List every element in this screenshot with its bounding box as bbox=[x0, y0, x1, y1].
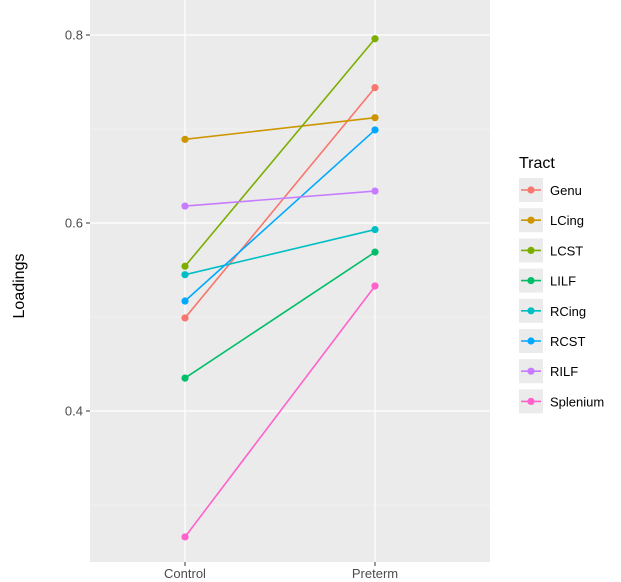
series-genu bbox=[181, 84, 379, 322]
legend-key-point bbox=[527, 186, 535, 194]
data-point bbox=[371, 225, 379, 234]
legend-item-rilf: RILF bbox=[519, 359, 578, 384]
data-point bbox=[371, 35, 379, 43]
legend-item-rcing: RCing bbox=[519, 298, 586, 323]
legend-label: Splenium bbox=[550, 394, 604, 409]
data-point bbox=[371, 248, 379, 256]
data-point bbox=[181, 297, 189, 305]
legend-item-genu: Genu bbox=[519, 178, 582, 202]
x-tick-label: Preterm bbox=[352, 566, 398, 581]
data-point bbox=[181, 202, 189, 210]
data-point bbox=[181, 271, 189, 279]
y-axis-title: Loadings bbox=[11, 254, 28, 319]
data-point bbox=[371, 187, 379, 195]
data-point bbox=[181, 374, 189, 382]
series-lcing bbox=[181, 114, 379, 143]
legend-key-point bbox=[527, 277, 535, 285]
legend-label: LCST bbox=[550, 243, 583, 258]
y-tick-label: 0.4 bbox=[65, 404, 83, 419]
legend-key-point bbox=[527, 367, 535, 375]
series-splenium bbox=[181, 282, 379, 541]
y-tick-label: 0.8 bbox=[65, 28, 83, 43]
data-point bbox=[371, 282, 379, 290]
legend-label: LCing bbox=[550, 213, 584, 228]
legend-label: LILF bbox=[550, 274, 576, 289]
legend-key-point bbox=[527, 246, 535, 254]
series-line bbox=[184, 38, 376, 267]
legend-key-point bbox=[527, 337, 535, 345]
gridlines bbox=[90, 0, 490, 562]
legend-item-lcst: LCST bbox=[519, 238, 583, 263]
series-rcst bbox=[181, 126, 379, 305]
legend-item-splenium: Splenium bbox=[519, 389, 604, 414]
data-point bbox=[181, 262, 189, 270]
x-tick-label: Control bbox=[164, 566, 206, 581]
series-line bbox=[184, 251, 376, 379]
series-line bbox=[184, 116, 376, 141]
series-lines bbox=[181, 35, 379, 541]
legend: Tract Genu LCing LCST LILF RCing RCST RILF Sple… bbox=[519, 155, 604, 414]
series-line bbox=[184, 129, 376, 302]
series-line bbox=[184, 87, 376, 319]
data-point bbox=[371, 126, 379, 134]
legend-item-lilf: LILF bbox=[519, 268, 576, 293]
series-line bbox=[184, 285, 376, 538]
legend-item-lcing: LCing bbox=[519, 208, 584, 233]
legend-label: RILF bbox=[550, 364, 578, 379]
legend-item-rcst: RCST bbox=[519, 329, 585, 353]
legend-key-point bbox=[527, 307, 535, 315]
legend-label: RCST bbox=[550, 334, 585, 349]
axes: 0.4 0.6 0.8 Control Preterm bbox=[65, 28, 398, 582]
series-line bbox=[184, 228, 376, 276]
data-point bbox=[371, 114, 379, 122]
data-point bbox=[371, 84, 379, 92]
legend-key-point bbox=[527, 216, 535, 224]
data-point bbox=[181, 135, 189, 143]
data-point bbox=[181, 533, 189, 541]
series-rcing bbox=[181, 225, 379, 279]
legend-key-point bbox=[527, 397, 535, 405]
legend-label: RCing bbox=[550, 304, 586, 319]
series-lcst bbox=[181, 35, 379, 270]
legend-label: Genu bbox=[550, 183, 582, 198]
data-point bbox=[181, 314, 189, 322]
series-rilf bbox=[181, 187, 379, 210]
legend-title: Tract bbox=[519, 155, 555, 172]
series-line bbox=[184, 190, 376, 207]
plot-panel bbox=[90, 0, 490, 562]
y-tick-label: 0.6 bbox=[65, 216, 83, 231]
series-lilf bbox=[181, 248, 379, 382]
